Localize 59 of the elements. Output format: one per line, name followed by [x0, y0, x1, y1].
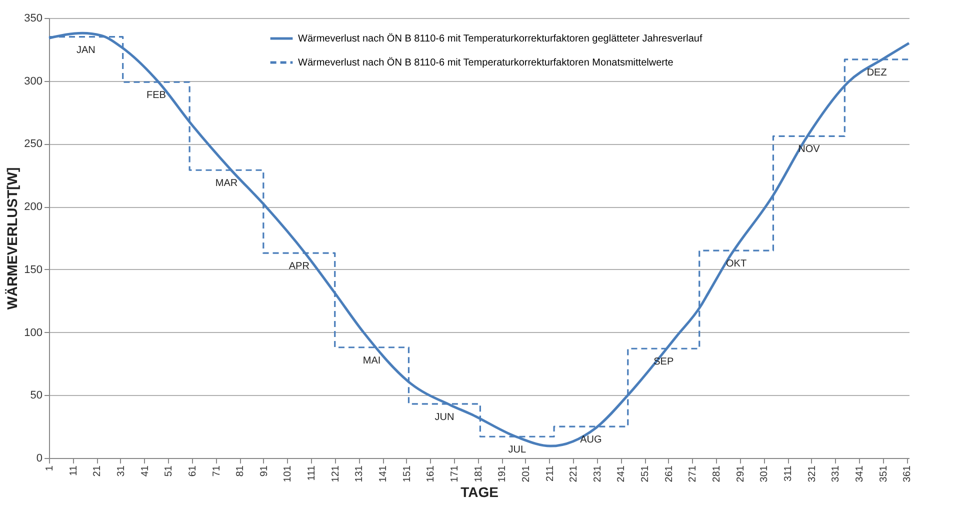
x-tick-label: 181	[473, 465, 484, 482]
x-tick-label: 171	[449, 465, 460, 482]
x-tick-label: 111	[306, 465, 318, 481]
x-tick-label: 71	[211, 465, 222, 477]
x-tick-label: 51	[164, 465, 175, 477]
x-tick-label: 251	[640, 465, 652, 482]
x-tick-label: 211	[544, 465, 556, 482]
annotation: JUL	[508, 444, 526, 456]
legend-label: Wärmeverlust nach ÖN B 8110-6 mit Temperaturkorrekturfaktoren geglätteter Jahresverlauf	[298, 32, 702, 44]
x-tick-label: 341	[854, 465, 866, 482]
x-tick-label: 151	[402, 465, 413, 482]
x-tick-label: 321	[806, 465, 818, 482]
annotation: MAI	[362, 355, 381, 366]
x-tick-label: 11	[68, 465, 80, 476]
x-tick-label: 31	[116, 465, 127, 477]
y-tick-label: 350	[24, 12, 42, 24]
x-tick-label: 131	[354, 465, 366, 482]
legend-label: Wärmeverlust nach ÖN B 8110-6 mit Temperaturkorrekturfaktoren Monatsmittelwerte	[298, 56, 674, 68]
annotation: JAN	[76, 44, 96, 56]
annotation: DEZ	[866, 67, 887, 78]
y-tick-label: 50	[30, 390, 42, 402]
y-tick-label: 250	[24, 138, 42, 150]
x-tick-label: 191	[497, 465, 508, 482]
x-tick-label: 41	[140, 465, 151, 477]
x-tick-label: 301	[759, 465, 770, 482]
x-tick-label: 241	[616, 465, 628, 482]
x-tick-label: 311	[783, 465, 794, 482]
x-tick-label: 351	[878, 465, 890, 482]
x-tick-label: 21	[92, 465, 104, 477]
x-tick-label: 141	[378, 465, 390, 482]
annotation: JUN	[434, 412, 454, 423]
x-tick-label: 1	[44, 465, 56, 472]
x-tick-label: 221	[568, 465, 580, 482]
x-tick-label: 61	[187, 465, 198, 477]
annotation: APR	[288, 261, 310, 272]
x-axis-title: TAGE	[460, 484, 498, 500]
y-tick-label: 0	[36, 452, 42, 464]
y-tick-label: 200	[24, 201, 42, 214]
x-tick-label: 121	[330, 465, 342, 482]
x-tick-label: 291	[735, 465, 746, 482]
x-tick-label: 81	[235, 465, 246, 477]
y-tick-label: 300	[24, 75, 42, 88]
x-tick-label: 201	[520, 465, 532, 482]
x-tick-label: 361	[902, 465, 914, 482]
annotation: FEB	[146, 90, 166, 102]
y-tick-label: 100	[24, 326, 42, 339]
x-tick-label: 331	[830, 465, 842, 482]
y-tick-label: 150	[24, 264, 42, 276]
annotation: MAR	[215, 178, 238, 190]
x-tick-label: 271	[688, 465, 699, 482]
x-tick-label: 261	[664, 465, 675, 482]
y-axis-title: WÄRMEVERLUST[W]	[4, 167, 20, 310]
x-tick-label: 161	[426, 465, 437, 482]
x-tick-label: 231	[592, 465, 604, 482]
x-tick-label: 101	[282, 465, 294, 482]
x-tick-label: 281	[712, 465, 723, 482]
x-tick-label: 91	[258, 465, 270, 477]
annotation: OKT	[726, 258, 747, 270]
annotation: AUG	[580, 434, 602, 446]
